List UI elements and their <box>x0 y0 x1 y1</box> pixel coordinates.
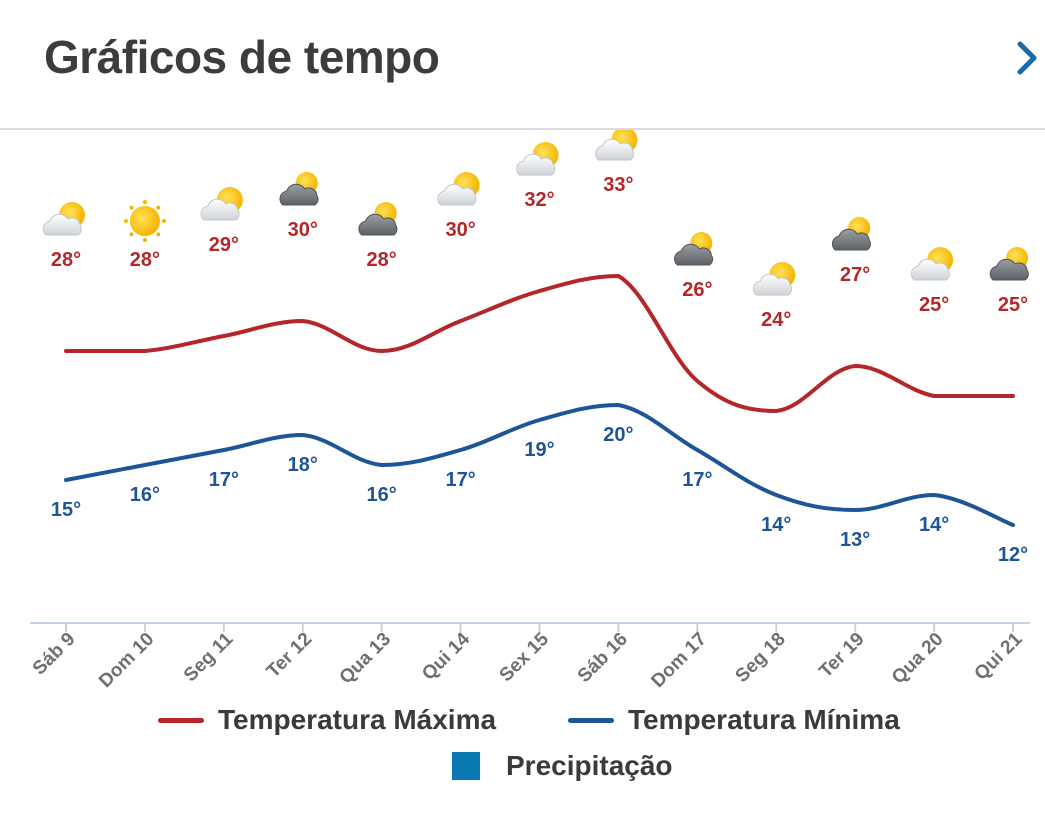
max-temp-label: 25° <box>998 294 1028 316</box>
min-temp-label: 15° <box>51 499 81 521</box>
min-temp-label: 19° <box>524 439 554 461</box>
min-temp-label: 17° <box>209 469 239 491</box>
min-temp-label: 16° <box>367 484 397 506</box>
min-temp-label: 14° <box>919 514 949 536</box>
max-temp-label: 26° <box>682 279 712 301</box>
x-tick-label: Ter 19 <box>815 629 868 682</box>
min-temp-label: 17° <box>445 469 475 491</box>
cloudy-sun-icon <box>831 216 871 251</box>
max-temp-label: 28° <box>130 249 160 271</box>
x-tick-label: Dom 10 <box>95 629 158 690</box>
x-tick-label: Sáb 16 <box>574 629 632 687</box>
partly-cloudy-icon <box>516 141 559 176</box>
legend-precipitation[interactable]: Precipitação <box>452 750 673 782</box>
max-temp-label: 24° <box>761 309 791 331</box>
temperature-chart: 28° 15° 28° 16° 29° 17° 30° 18° 28° 16° 30° 17° 32° 1… <box>29 130 1030 690</box>
partly-cloudy-icon <box>910 246 954 281</box>
x-tick-label: Sex 15 <box>496 628 554 686</box>
min-temp-label: 17° <box>682 469 712 491</box>
header: Gráficos de tempo <box>0 0 1045 130</box>
max-temp-label: 25° <box>919 294 949 316</box>
x-tick-label: Seg 11 <box>180 628 238 686</box>
x-tick-label: Dom 17 <box>647 629 710 690</box>
min-temp-label: 14° <box>761 514 791 536</box>
cloudy-sun-icon <box>279 171 319 206</box>
cloudy-sun-icon <box>989 246 1029 281</box>
x-tick-label: Qui 14 <box>418 628 474 684</box>
max-temp-label: 29° <box>209 234 239 256</box>
partly-cloudy-icon <box>752 261 796 296</box>
max-temp-label: 28° <box>51 249 81 271</box>
x-tick-label: Ter 12 <box>263 629 316 682</box>
sunny-icon <box>123 200 166 242</box>
cloudy-sun-icon <box>674 231 714 266</box>
max-temp-label: 32° <box>524 189 554 211</box>
x-tick-label: Qua 13 <box>336 629 396 689</box>
min-temp-label: 20° <box>603 424 633 446</box>
min-temp-label: 16° <box>130 484 160 506</box>
x-tick-label: Seg 18 <box>732 629 790 687</box>
legend-min[interactable]: Temperatura Mínima <box>568 704 900 736</box>
legend-precip-swatch <box>452 752 480 780</box>
max-temp-label: 27° <box>840 264 870 286</box>
max-temp-label: 30° <box>288 219 318 241</box>
min-temp-label: 18° <box>288 454 318 476</box>
legend-precip-label: Precipitação <box>506 750 673 781</box>
partly-cloudy-icon <box>595 130 638 161</box>
page-title: Gráficos de tempo <box>44 31 440 83</box>
partly-cloudy-icon <box>42 201 86 236</box>
max-temp-label: 33° <box>603 174 633 196</box>
cloudy-sun-icon <box>358 201 398 236</box>
legend-min-label: Temperatura Mínima <box>628 704 900 735</box>
max-temp-label: 30° <box>445 219 475 241</box>
partly-cloudy-icon <box>200 186 244 221</box>
x-tick-label: Qui 21 <box>971 628 1027 684</box>
x-tick-label: Sáb 9 <box>29 629 80 680</box>
chevron-right-icon[interactable] <box>1008 36 1044 80</box>
legend-max[interactable]: Temperatura Máxima <box>158 704 496 736</box>
legend-max-swatch <box>158 717 204 723</box>
min-temp-line <box>64 402 1015 527</box>
x-tick-label: Qua 20 <box>888 629 948 689</box>
min-temp-label: 13° <box>840 529 870 551</box>
partly-cloudy-icon <box>437 171 481 206</box>
legend-min-swatch <box>568 717 614 723</box>
max-temp-label: 28° <box>367 249 397 271</box>
legend-max-label: Temperatura Máxima <box>218 704 497 735</box>
min-temp-label: 12° <box>998 544 1028 566</box>
max-temp-line <box>64 273 1015 414</box>
